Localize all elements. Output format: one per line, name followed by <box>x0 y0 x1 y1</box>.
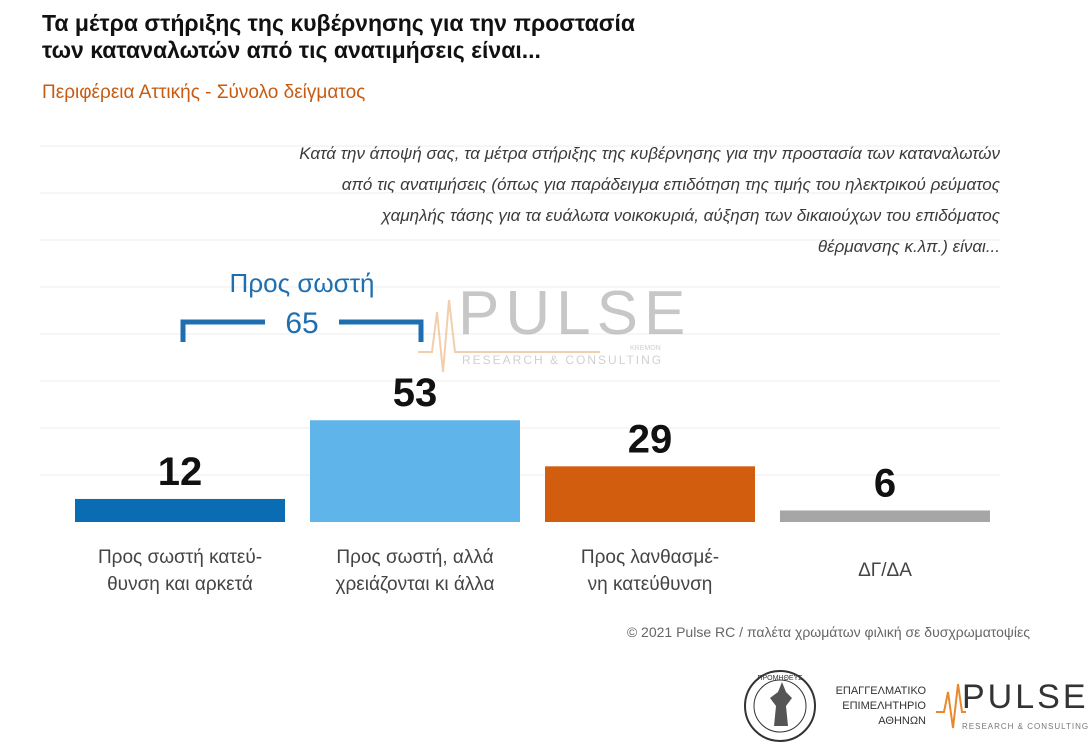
grouping-bracket: Προς σωστή 65 <box>180 268 424 342</box>
pulse-logo-sub: RESEARCH & CONSULTING <box>962 722 1090 731</box>
category-label: ΔΓ/ΔΑ <box>780 557 990 584</box>
watermark-sub: RESEARCH & CONSULTING <box>462 353 663 367</box>
question-text: Κατά την άποψή σας, τα μέτρα στήριξης τη… <box>120 138 1000 262</box>
category-label-line: Προς σωστή κατεύ- <box>97 547 263 568</box>
category-label-line: ΔΓ/ΔΑ <box>858 560 912 581</box>
category-label-line: νη κατεύθυνση <box>587 574 713 595</box>
question-line: θέρμανσης κ.λπ.) είναι... <box>817 237 1000 256</box>
category-label-line: Προς λανθασμέ- <box>580 547 720 568</box>
grouping-label: Προς σωστή <box>230 268 375 298</box>
question-line: από τις ανατιμήσεις (όπως για παράδειγμα… <box>341 175 1000 194</box>
grouping-value: 65 <box>285 307 318 340</box>
category-label: Προς σωστή κατεύ-θυνση και αρκετά <box>75 544 285 598</box>
chamber-name: ΕΠΑΓΓΕΛΜΑΤΙΚΟ ΕΠΙΜΕΛΗΤΗΡΙΟ ΑΘΗΝΩΝ <box>822 684 926 729</box>
category-label: Προς σωστή, αλλά χρειάζονται κι άλλα <box>310 544 520 598</box>
category-label-line: Προς σωστή, αλλά <box>336 547 494 568</box>
bar <box>780 510 990 522</box>
category-label: Προς λανθασμέ-νη κατεύθυνση <box>545 544 755 598</box>
pulse-watermark: PULSE RESEARCH & CONSULTING KREMON <box>418 279 691 373</box>
chamber-line: ΑΘΗΝΩΝ <box>878 715 926 727</box>
category-label-line: θυνση και αρκετά <box>107 574 253 595</box>
chart-subtitle: Περιφέρεια Αττικής - Σύνολο δείγματος <box>42 82 366 103</box>
title-line-2: των καταναλωτών από τις ανατιμήσεις είνα… <box>42 37 541 63</box>
question-line: Κατά την άποψή σας, τα μέτρα στήριξης τη… <box>299 144 1000 163</box>
chamber-line: ΕΠΙΜΕΛΗΤΗΡΙΟ <box>842 700 926 712</box>
bar <box>545 466 755 522</box>
question-line: χαμηλής τάσης για τα ευάλωτα νοικοκυριά,… <box>381 206 1000 225</box>
watermark-tag: KREMON <box>630 345 661 352</box>
data-label: 29 <box>628 417 673 461</box>
data-label: 12 <box>158 450 203 494</box>
seal-text: ΠΡΟΜΗΘΕΥΣ <box>757 675 803 682</box>
pulse-logo-word: PULSE <box>962 678 1089 716</box>
bar <box>310 420 520 522</box>
bar <box>75 498 285 522</box>
bracket-right <box>339 319 424 342</box>
bracket-left <box>180 319 265 342</box>
logo-area: ΠΡΟΜΗΘΕΥΣ ΕΠΑΓΓΕΛΜΑΤΙΚΟ ΕΠΙΜΕΛΗΤΗΡΙΟ ΑΘΗ… <box>740 668 1088 744</box>
watermark-pulse-line <box>418 299 600 373</box>
bars: 12 53 29 6 <box>75 371 990 522</box>
pulse-wave-icon <box>936 683 966 729</box>
chamber-line: ΕΠΑΓΓΕΛΜΑΤΙΚΟ <box>835 685 926 697</box>
chamber-seal-icon: ΠΡΟΜΗΘΕΥΣ <box>744 670 816 742</box>
gridlines <box>40 145 1000 476</box>
chart-title: Τα μέτρα στήριξης της κυβέρνησης για την… <box>42 10 802 64</box>
category-label-line: χρειάζονται κι άλλα <box>335 574 495 595</box>
watermark-word: PULSE <box>458 279 691 348</box>
data-label: 53 <box>393 371 438 415</box>
data-label: 6 <box>874 461 896 505</box>
title-line-1: Τα μέτρα στήριξης της κυβέρνησης για την… <box>42 10 636 36</box>
footer-credit: © 2021 Pulse RC / παλέτα χρωμάτων φιλική… <box>626 624 1030 640</box>
